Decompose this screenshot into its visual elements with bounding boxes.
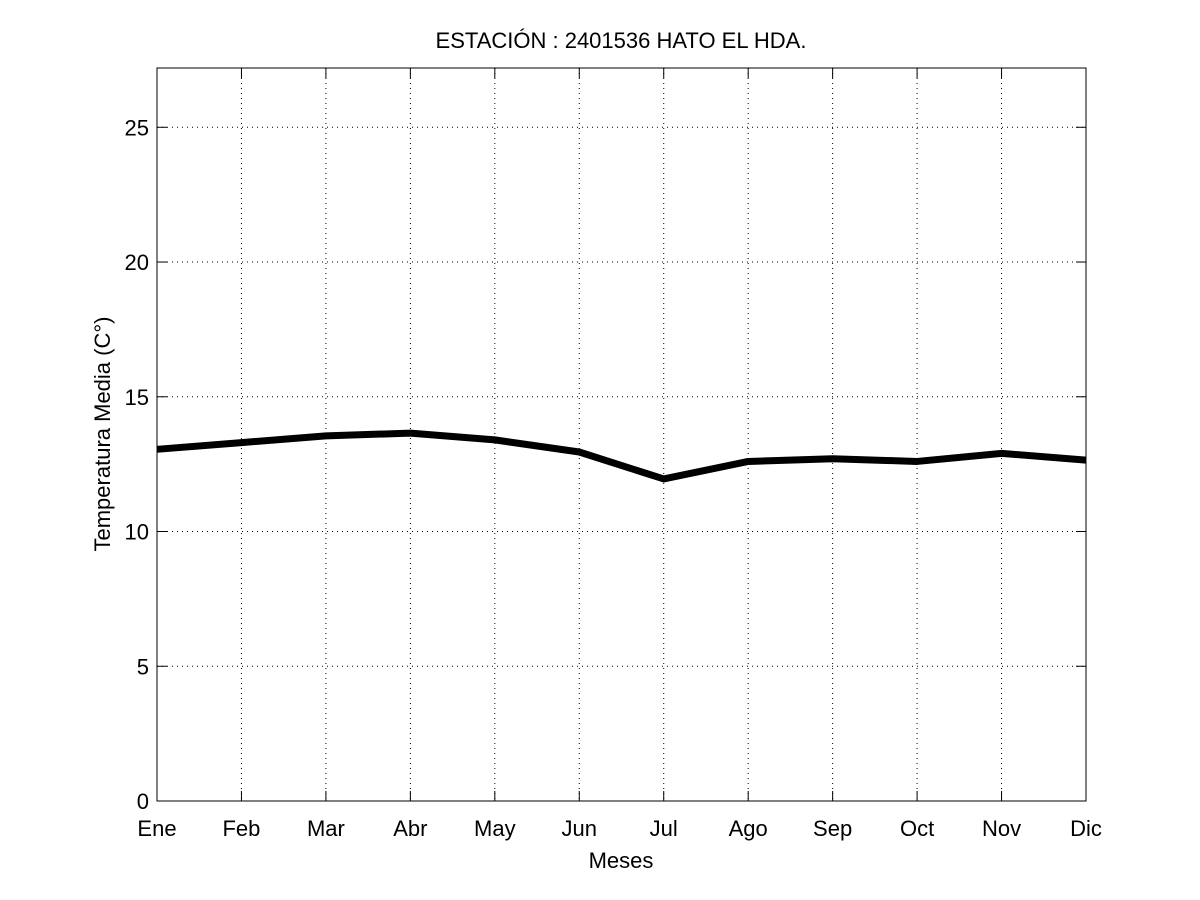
y-tick-label: 0 [137, 789, 149, 814]
x-tick-label: Nov [982, 816, 1021, 841]
y-tick-label: 20 [125, 250, 149, 275]
y-axis-label: Temperatura Media (C°) [90, 317, 115, 552]
x-tick-label: Oct [900, 816, 934, 841]
x-tick-label: Ene [137, 816, 176, 841]
series-layer [156, 429, 1087, 483]
y-tick-label: 25 [125, 115, 149, 140]
x-tick-labels: Ene Feb Mar Abr May Jun Jul Ago Sep Oct Nov Dic [137, 816, 1101, 841]
x-tick-label: Sep [813, 816, 852, 841]
x-tick-label: Feb [222, 816, 260, 841]
plot-area [156, 67, 1087, 802]
x-tick-label: Dic [1070, 816, 1102, 841]
ticks-layer [156, 68, 1087, 802]
chart-title: ESTACIÓN : 2401536 HATO EL HDA. [436, 28, 807, 53]
x-tick-label: May [474, 816, 516, 841]
grid-layer [157, 68, 1086, 801]
x-tick-label: Ago [729, 816, 768, 841]
x-tick-label: Jun [562, 816, 597, 841]
y-tick-label: 5 [137, 654, 149, 679]
x-axis-label: Meses [589, 848, 654, 873]
y-tick-labels: 0 5 10 15 20 25 [125, 115, 149, 814]
x-tick-label: Mar [307, 816, 345, 841]
x-tick-label: Jul [650, 816, 678, 841]
y-tick-label: 10 [125, 520, 149, 545]
temperature-series-line [156, 429, 1087, 483]
plot-frame [156, 67, 1087, 802]
x-tick-label: Abr [393, 816, 427, 841]
y-tick-label: 15 [125, 385, 149, 410]
